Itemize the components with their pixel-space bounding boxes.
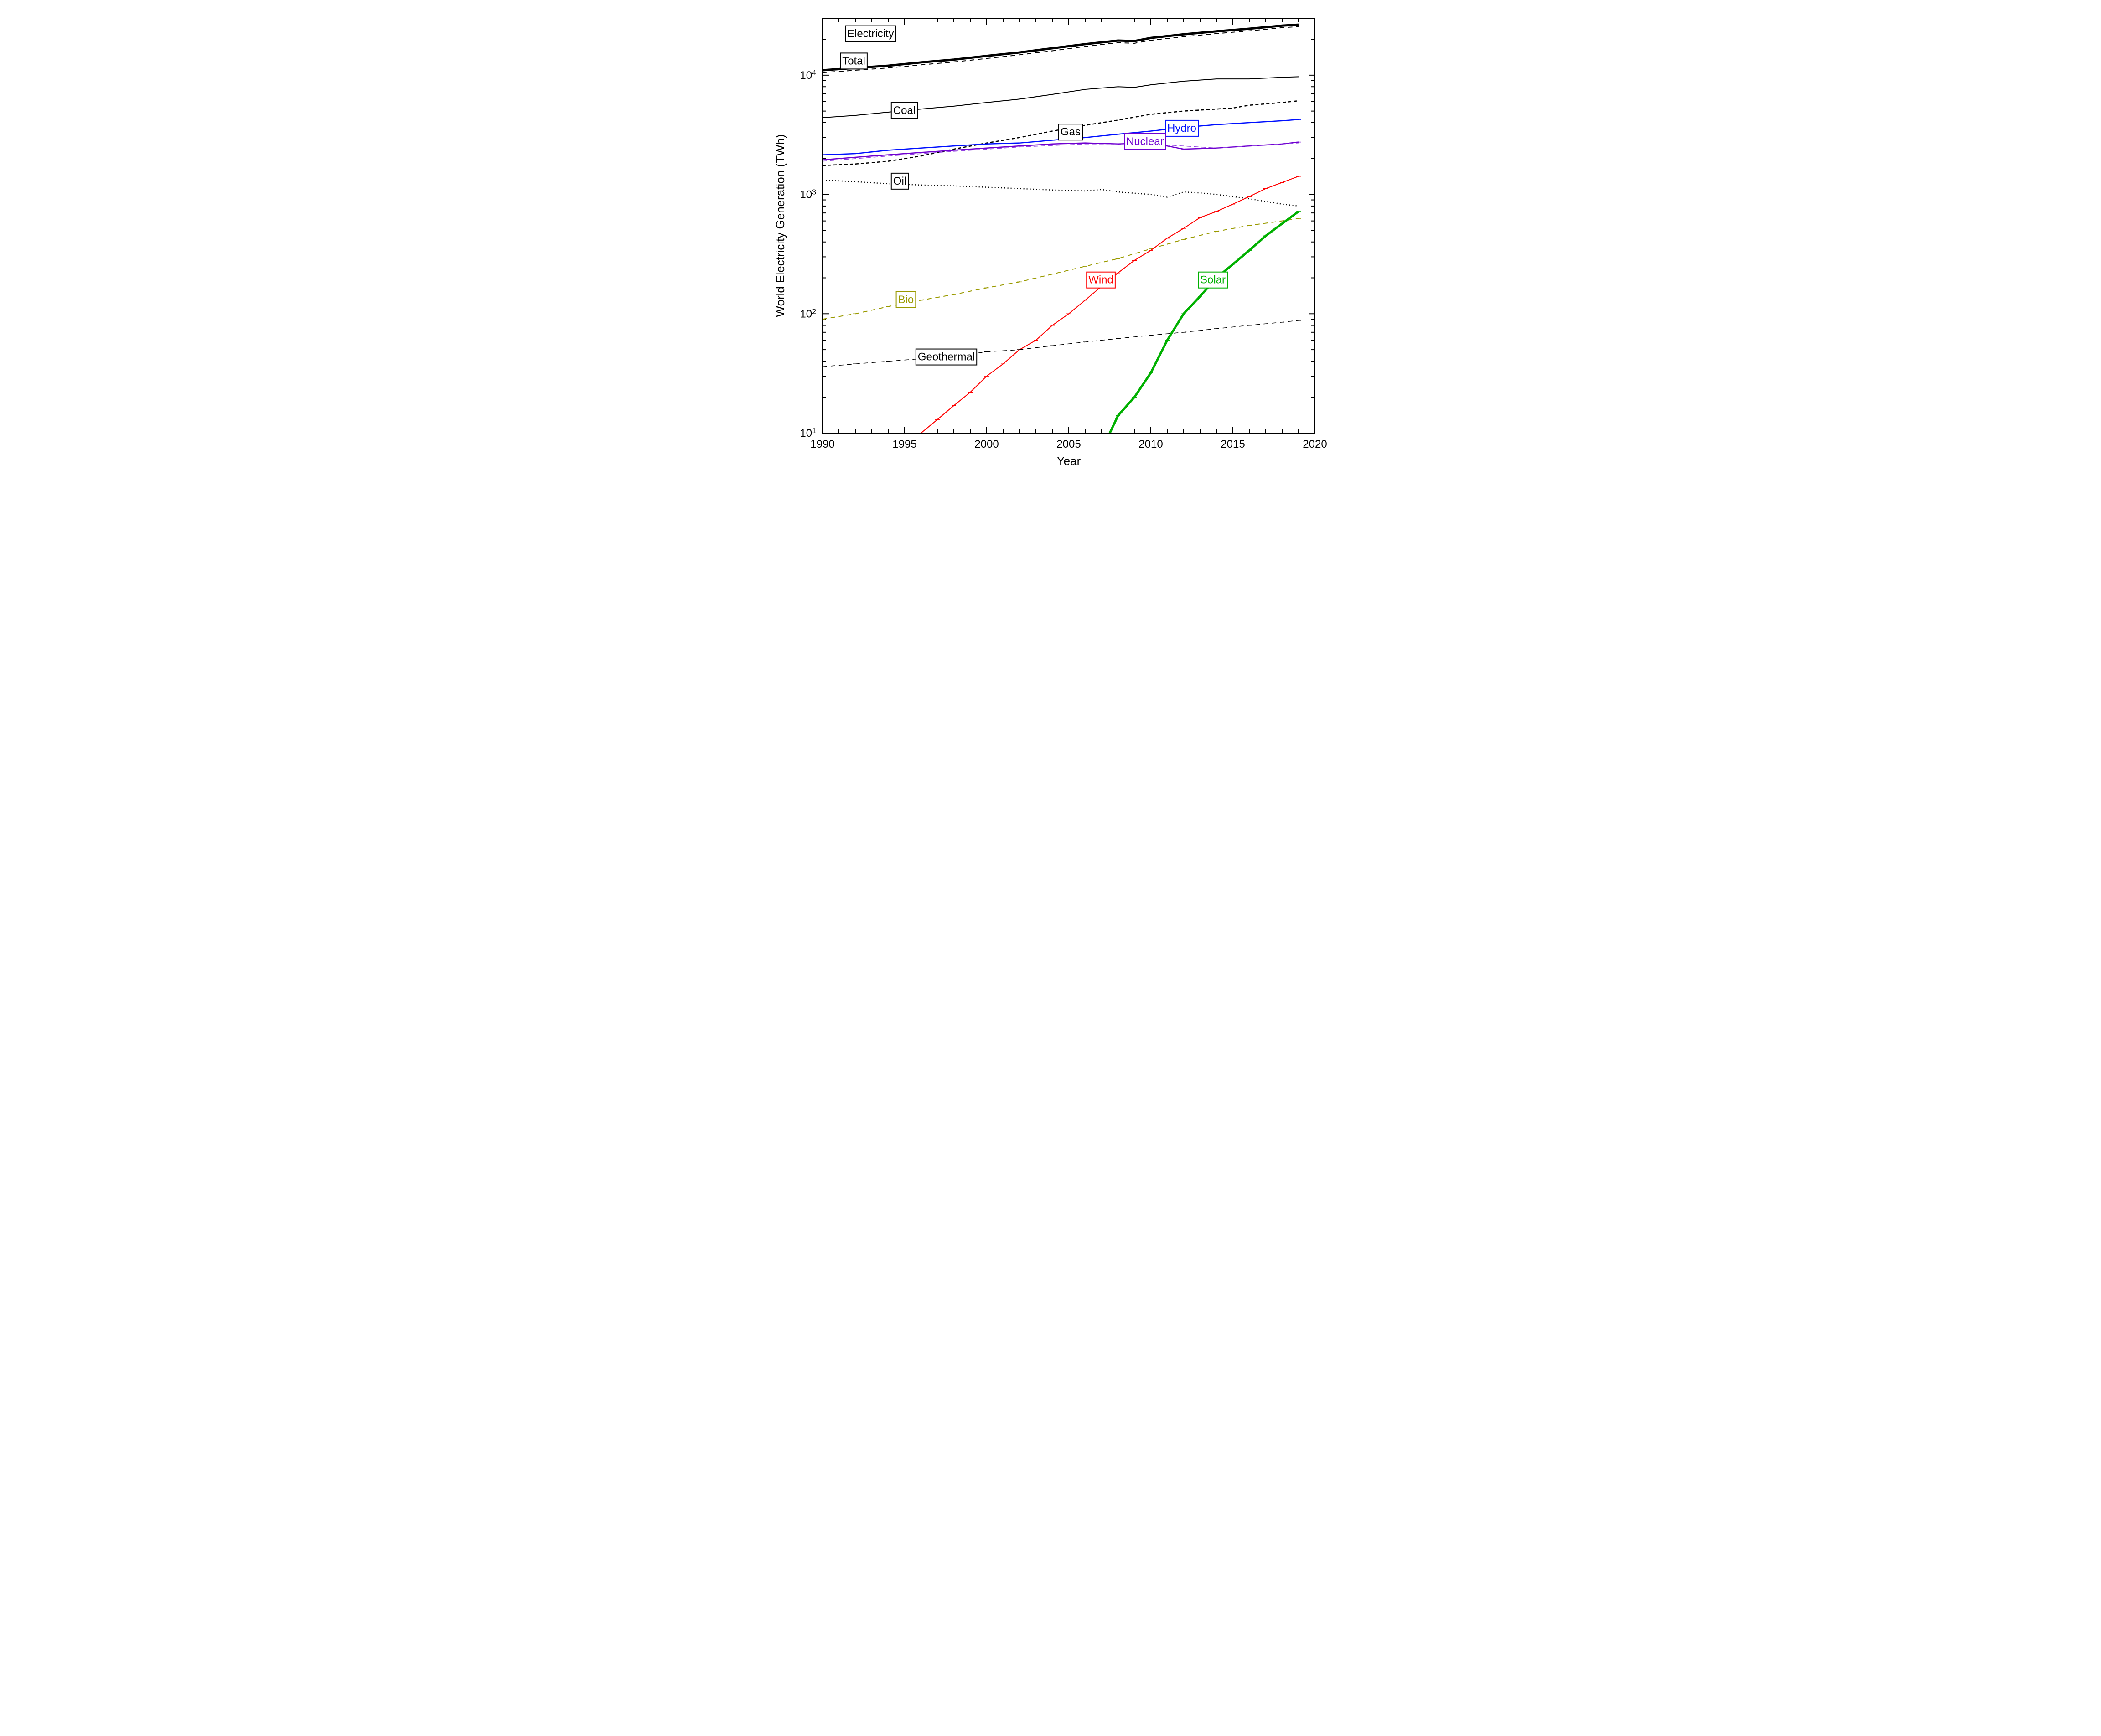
- label-hydro: Hydro: [1167, 122, 1196, 134]
- svg-text:1995: 1995: [892, 438, 916, 450]
- svg-text:1990: 1990: [810, 438, 834, 450]
- x-axis-label: Year: [1057, 454, 1081, 468]
- label-gas: Gas: [1061, 126, 1081, 138]
- svg-text:2005: 2005: [1056, 438, 1081, 450]
- svg-text:2010: 2010: [1138, 438, 1163, 450]
- y-axis-label: World Electricity Generation (TWh): [773, 134, 787, 317]
- label-solar: Solar: [1200, 274, 1226, 286]
- electricity-generation-chart: 1990199520002005201020152020101102103104…: [768, 9, 1333, 474]
- label-bio: Bio: [898, 294, 914, 306]
- svg-text:2000: 2000: [974, 438, 999, 450]
- label-coal: Coal: [893, 104, 916, 117]
- label-total: Total: [842, 55, 865, 67]
- label-oil: Oil: [893, 175, 906, 187]
- label-geothermal: Geothermal: [918, 351, 975, 363]
- svg-text:2015: 2015: [1221, 438, 1245, 450]
- label-wind: Wind: [1088, 274, 1113, 286]
- label-nuclear: Nuclear: [1126, 135, 1164, 148]
- label-electricity: Electricity: [847, 28, 894, 40]
- svg-text:2020: 2020: [1303, 438, 1327, 450]
